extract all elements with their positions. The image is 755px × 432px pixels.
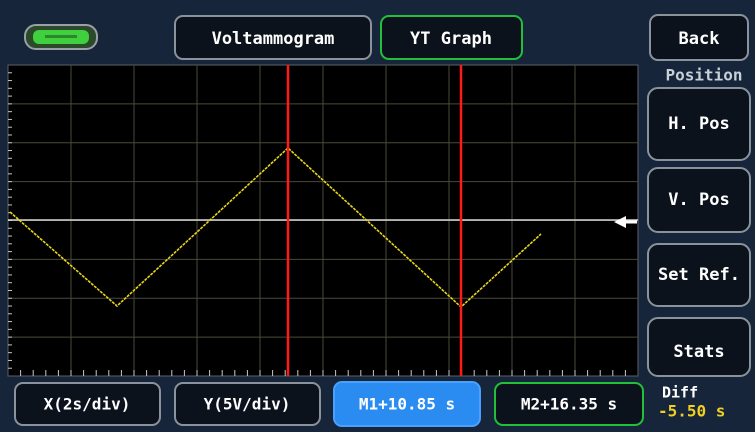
footer-button[interactable] <box>494 382 644 426</box>
side-button[interactable] <box>647 87 751 161</box>
section-label: Position <box>665 66 742 85</box>
footer-label: Y(5V/div) <box>204 395 291 414</box>
side-label: V. Pos <box>668 190 729 210</box>
side-label: Stats <box>673 342 724 362</box>
back-label: Back <box>679 29 720 49</box>
footer-button-active[interactable] <box>333 381 481 427</box>
footer-label: M2+16.35 s <box>521 395 617 414</box>
battery-mark <box>45 35 77 38</box>
side-label: H. Pos <box>668 114 729 134</box>
back-button[interactable] <box>649 14 749 61</box>
tab-label: Voltammogram <box>212 29 335 49</box>
side-button[interactable] <box>647 167 751 233</box>
reference-arrow <box>614 216 626 228</box>
tab-button[interactable] <box>174 15 372 60</box>
side-label: Set Ref. <box>658 265 740 285</box>
footer-label: X(2s/div) <box>44 395 131 414</box>
diff-label: Diff <box>662 384 698 402</box>
tab-label: YT Graph <box>410 29 492 49</box>
footer-button[interactable] <box>174 382 321 426</box>
side-button[interactable] <box>647 317 751 377</box>
diff-value: -5.50 s <box>658 402 725 421</box>
tab-button-active[interactable] <box>380 15 523 60</box>
footer-button[interactable] <box>14 382 161 426</box>
footer-label: M1+10.85 s <box>359 395 455 414</box>
side-button[interactable] <box>647 243 751 307</box>
trace <box>9 146 542 309</box>
